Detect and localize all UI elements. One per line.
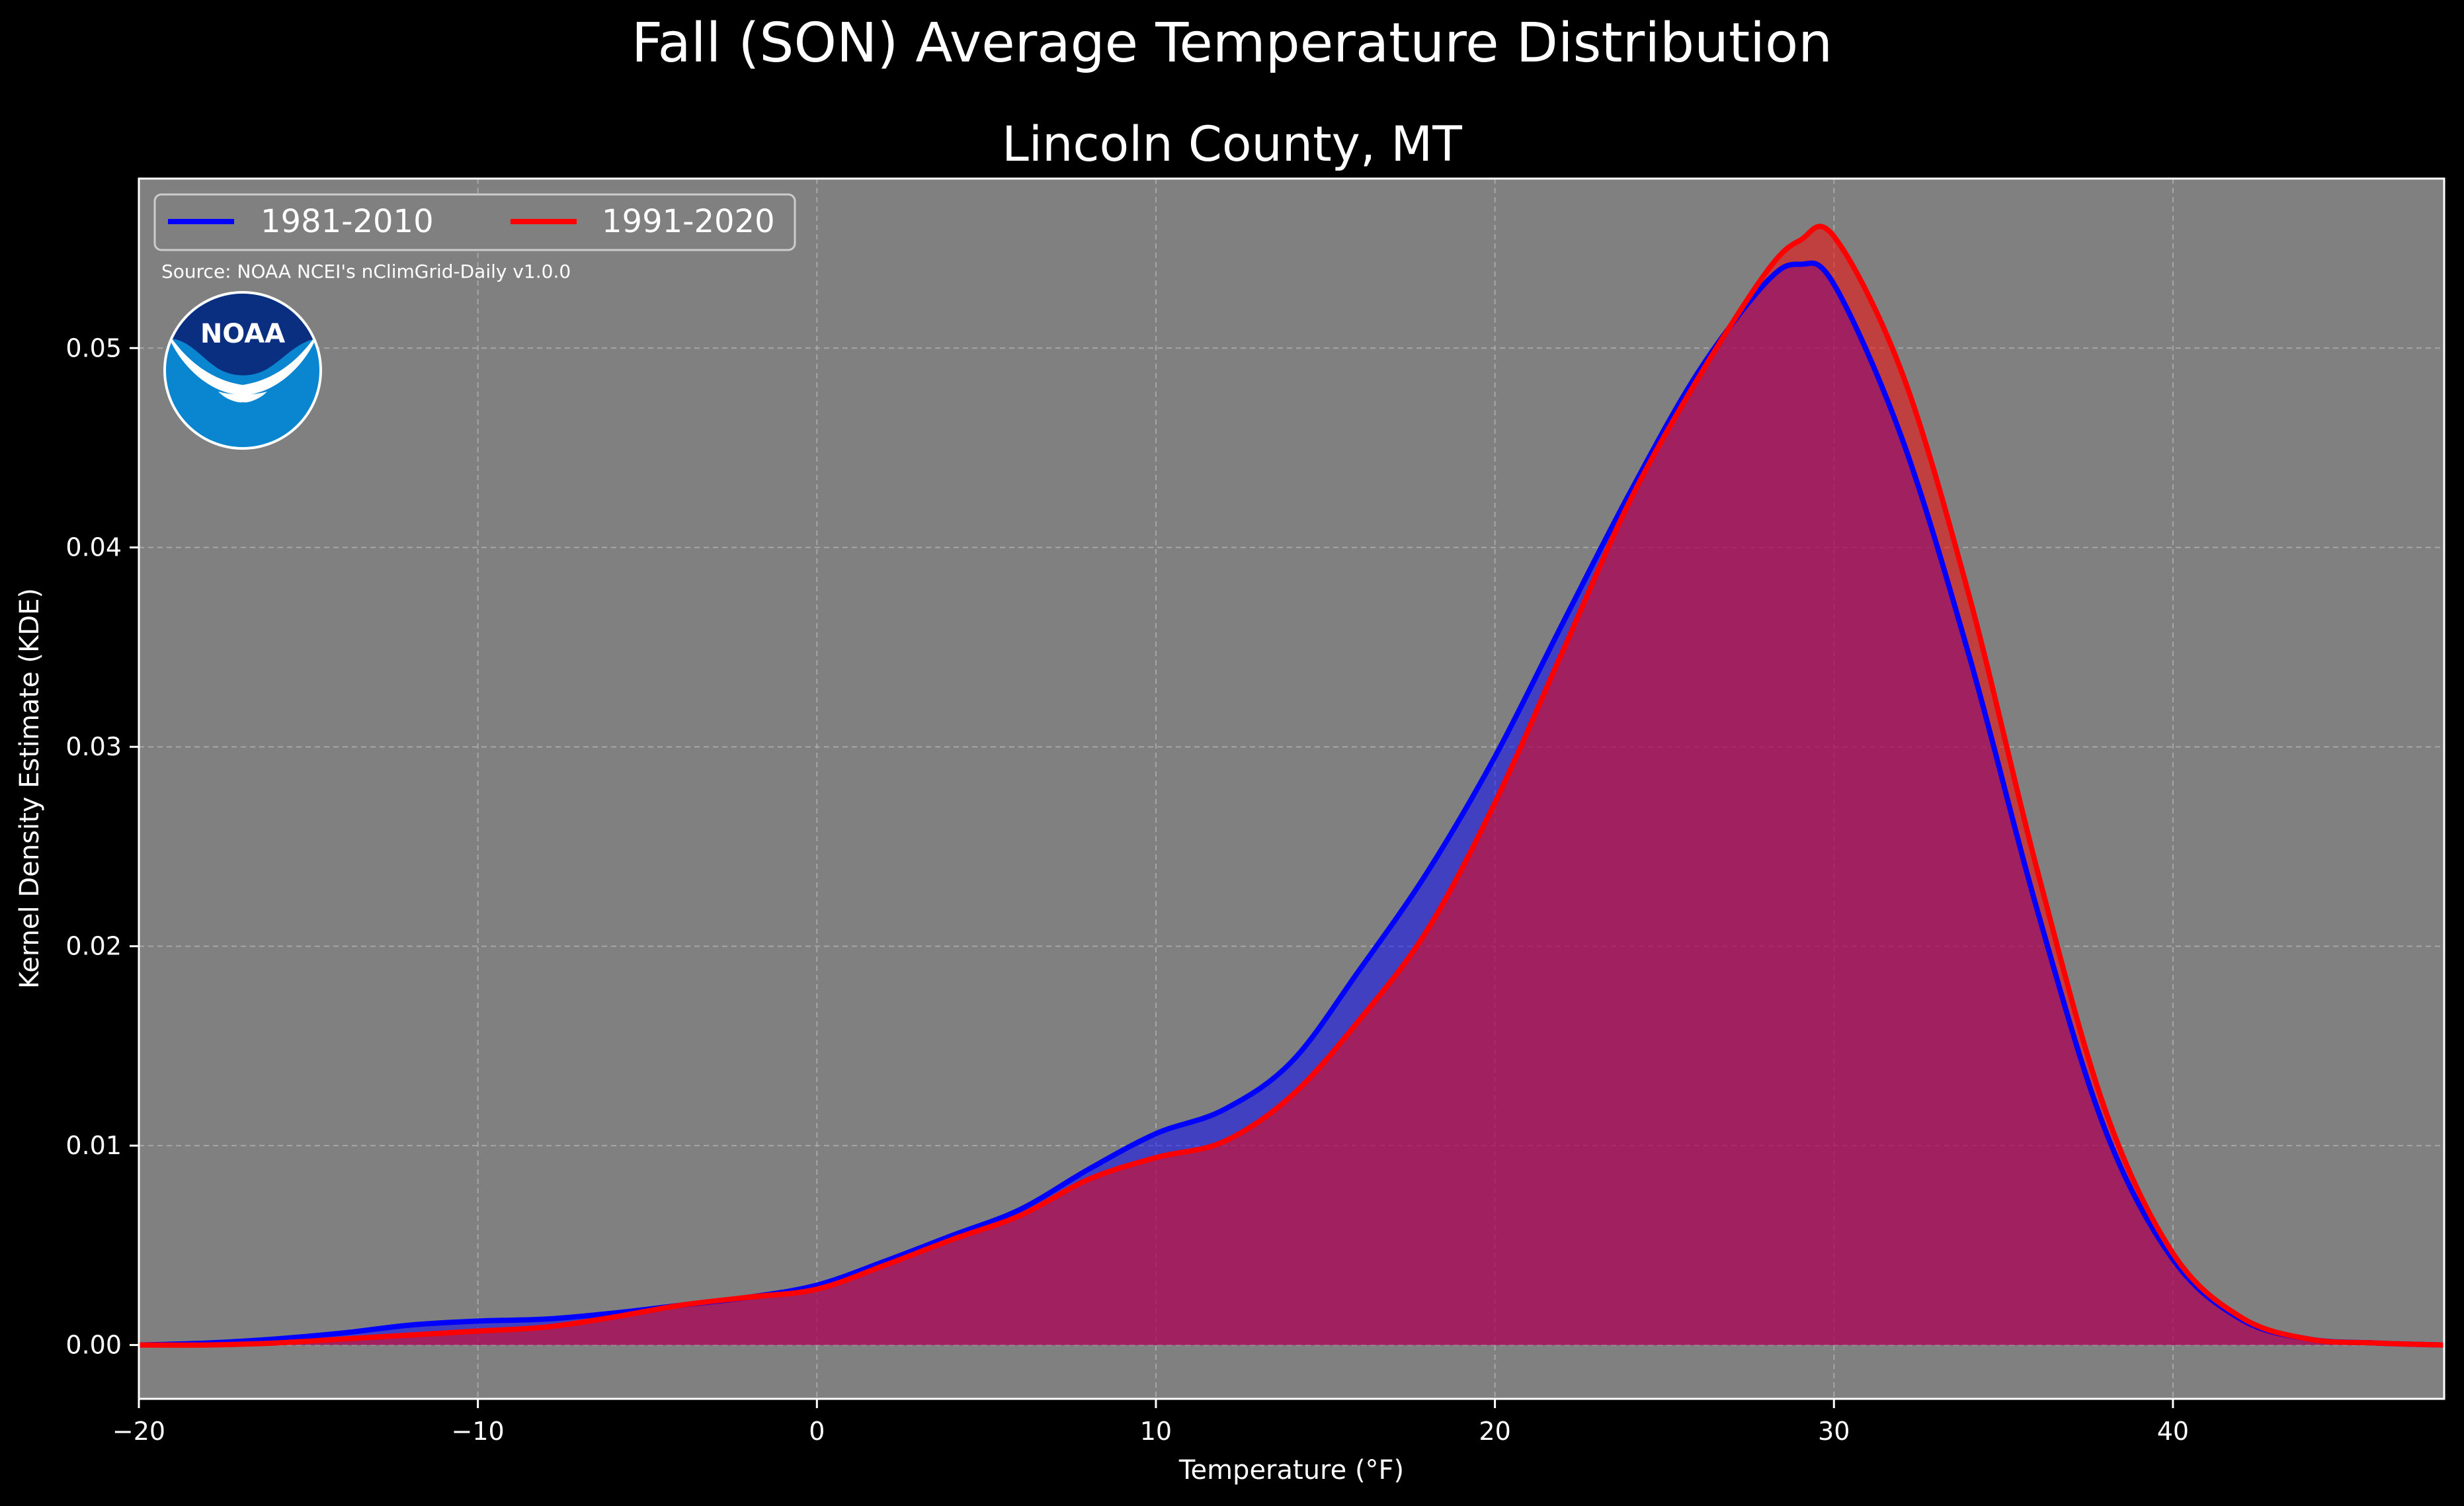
legend-label-1991-2020: 1991-2020 (602, 203, 775, 240)
y-tick-label: 0.01 (65, 1131, 122, 1160)
x-tick-label: 10 (1140, 1417, 1172, 1446)
y-tick-label: 0.00 (65, 1331, 122, 1360)
y-axis-label: Kernel Density Estimate (KDE) (15, 588, 45, 989)
figure-title: Fall (SON) Average Temperature Distribut… (631, 12, 1833, 75)
y-tick-label: 0.04 (65, 533, 122, 562)
x-tick-label: 0 (809, 1417, 825, 1446)
noaa-gull-tail-icon (218, 392, 267, 403)
series-line-1991-2020 (138, 224, 2445, 1348)
x-tick-label: 40 (2157, 1417, 2189, 1446)
chart-subtitle: Lincoln County, MT (1002, 116, 1462, 173)
source-note: Source: NOAA NCEI's nClimGrid-Daily v1.0… (161, 261, 571, 282)
plot-frame (138, 177, 2445, 1400)
area-fill-1991-2020 (139, 226, 2444, 1345)
x-tick-label: 30 (1818, 1417, 1850, 1446)
noaa-logo-text: NOAA (200, 319, 285, 349)
noaa-logo-upper (166, 294, 319, 376)
noaa-logo: NOAA (163, 291, 322, 450)
legend-label-1981-2010: 1981-2010 (261, 203, 434, 240)
y-axis: 0.00 0.01 0.02 0.03 0.04 0.05 (65, 333, 139, 1360)
y-tick-label: 0.05 (65, 333, 122, 362)
x-tick-label: 20 (1479, 1417, 1510, 1446)
series-line-1981-2010 (138, 260, 2445, 1348)
x-tick-label: −20 (112, 1417, 165, 1446)
x-tick-label: −10 (452, 1417, 505, 1446)
legend-box (153, 193, 796, 251)
x-axis-label: Temperature (°F) (1178, 1455, 1404, 1485)
legend: 1981-2010 1991-2020 (153, 193, 796, 251)
noaa-gull-icon (167, 331, 319, 396)
y-tick-label: 0.02 (65, 932, 122, 961)
series-areas (138, 224, 2445, 1348)
y-tick-label: 0.03 (65, 732, 122, 761)
x-axis: −20 −10 0 10 20 30 40 (112, 1399, 2189, 1446)
